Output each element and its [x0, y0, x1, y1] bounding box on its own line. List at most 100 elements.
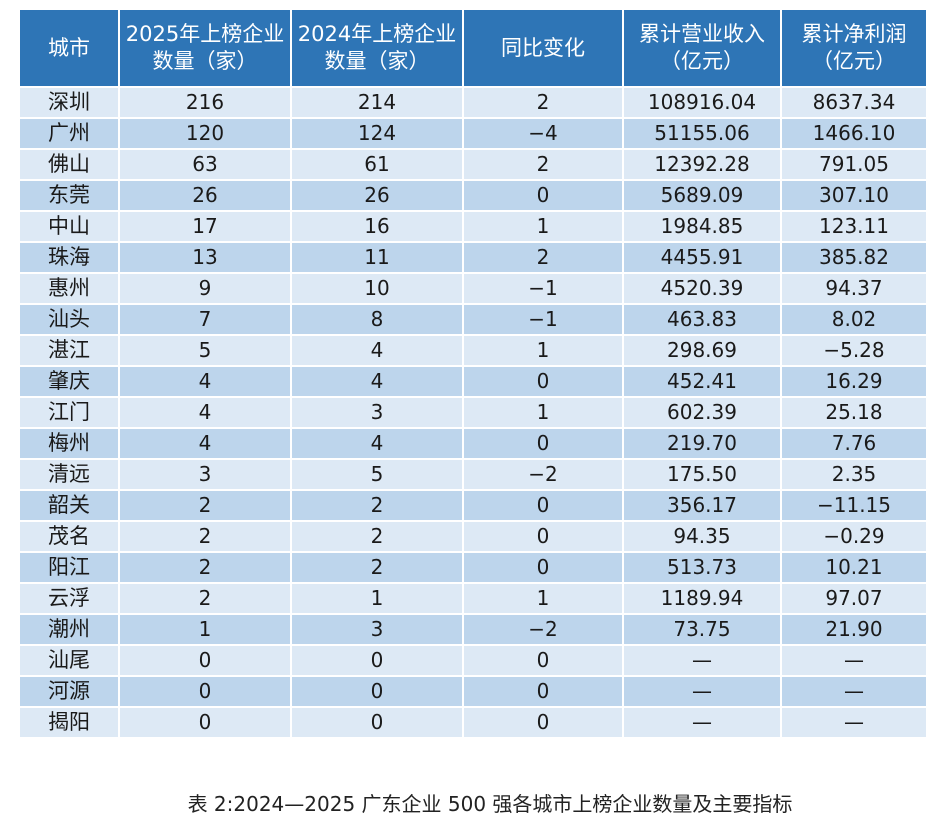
cell-net-profit: 1466.10	[780, 117, 928, 150]
cell-count-2025: 2	[118, 551, 292, 584]
cell-revenue: 602.39	[622, 396, 782, 429]
cell-city: 中山	[18, 210, 120, 243]
cell-yoy-change: −2	[462, 458, 624, 491]
cell-count-2024: 8	[290, 303, 464, 336]
cell-city: 云浮	[18, 582, 120, 615]
cell-net-profit: −5.28	[780, 334, 928, 367]
cell-yoy-change: −1	[462, 303, 624, 336]
cell-count-2025: 0	[118, 706, 292, 739]
cell-count-2024: 2	[290, 520, 464, 553]
table-row: 梅州 4 4 0 219.70 7.76	[18, 427, 928, 460]
cell-count-2025: 1	[118, 613, 292, 646]
cell-yoy-change: 0	[462, 644, 624, 677]
table-row: 揭阳 0 0 0— —	[18, 706, 928, 739]
cell-net-profit: —	[780, 706, 928, 739]
cell-city: 珠海	[18, 241, 120, 274]
cell-net-profit: 8.02	[780, 303, 928, 336]
cell-count-2025: 2	[118, 520, 292, 553]
cell-net-profit: 97.07	[780, 582, 928, 615]
cell-yoy-change: 0	[462, 365, 624, 398]
cell-city: 河源	[18, 675, 120, 708]
cell-count-2025: 120	[118, 117, 292, 150]
cell-count-2024: 3	[290, 396, 464, 429]
header-city: 城市	[18, 10, 120, 88]
cell-count-2025: 7	[118, 303, 292, 336]
cell-yoy-change: 0	[462, 427, 624, 460]
cell-net-profit: 21.90	[780, 613, 928, 646]
cell-net-profit: 123.11	[780, 210, 928, 243]
table-row: 汕尾 0 0 0— —	[18, 644, 928, 677]
cell-yoy-change: 2	[462, 241, 624, 274]
cell-net-profit: —	[780, 675, 928, 708]
table-row: 阳江 2 2 0 513.73 10.21	[18, 551, 928, 584]
cell-count-2024: 5	[290, 458, 464, 491]
table-row: 韶关 2 2 0 356.17 −11.15	[18, 489, 928, 522]
cell-revenue: 51155.06	[622, 117, 782, 150]
cell-count-2025: 0	[118, 675, 292, 708]
cell-net-profit: 16.29	[780, 365, 928, 398]
cell-revenue: 356.17	[622, 489, 782, 522]
table-row: 广州 120 124 −4 51155.06 1466.10	[18, 117, 928, 150]
cell-count-2024: 4	[290, 427, 464, 460]
table-row: 佛山 63 61 2 12392.28 791.05	[18, 148, 928, 181]
cell-net-profit: −11.15	[780, 489, 928, 522]
cell-city: 东莞	[18, 179, 120, 212]
cell-revenue: —	[622, 706, 782, 739]
table-body: 深圳 216 214 2 108916.04 8637.34 广州 120 124 −4 51155…	[18, 86, 928, 739]
cell-count-2024: 26	[290, 179, 464, 212]
table-row: 潮州 1 3 −2 73.75 21.90	[18, 613, 928, 646]
cell-count-2024: 16	[290, 210, 464, 243]
cell-net-profit: 25.18	[780, 396, 928, 429]
cell-net-profit: −0.29	[780, 520, 928, 553]
cell-yoy-change: 1	[462, 210, 624, 243]
cell-revenue: 452.41	[622, 365, 782, 398]
cell-count-2024: 4	[290, 365, 464, 398]
cell-yoy-change: 2	[462, 148, 624, 181]
cell-city: 韶关	[18, 489, 120, 522]
table-header: 城市 2025年上榜企业数量（家） 2024年上榜企业数量（家） 同比变化 累计…	[18, 10, 928, 88]
cell-revenue: 1984.85	[622, 210, 782, 243]
cell-yoy-change: 0	[462, 520, 624, 553]
cell-count-2025: 4	[118, 365, 292, 398]
cell-count-2024: 1	[290, 582, 464, 615]
table-row: 云浮 2 1 1 1189.94 97.07	[18, 582, 928, 615]
cell-count-2024: 2	[290, 551, 464, 584]
cell-net-profit: 7.76	[780, 427, 928, 460]
cell-city: 惠州	[18, 272, 120, 305]
cell-yoy-change: 1	[462, 582, 624, 615]
cell-revenue: 4455.91	[622, 241, 782, 274]
cell-revenue: 463.83	[622, 303, 782, 336]
cell-city: 阳江	[18, 551, 120, 584]
cell-net-profit: 8637.34	[780, 86, 928, 119]
cell-count-2025: 216	[118, 86, 292, 119]
table-row: 珠海 13 11 2 4455.91 385.82	[18, 241, 928, 274]
cell-revenue: 94.35	[622, 520, 782, 553]
table-row: 湛江 5 4 1 298.69 −5.28	[18, 334, 928, 367]
cell-count-2024: 11	[290, 241, 464, 274]
cell-yoy-change: 1	[462, 396, 624, 429]
table-caption: 表 2:2024—2025 广东企业 500 强各城市上榜企业数量及主要指标	[187, 792, 793, 816]
cell-revenue: 1189.94	[622, 582, 782, 615]
cell-count-2024: 214	[290, 86, 464, 119]
cell-count-2024: 0	[290, 675, 464, 708]
cell-revenue: 513.73	[622, 551, 782, 584]
cell-revenue: —	[622, 675, 782, 708]
cell-count-2024: 4	[290, 334, 464, 367]
cell-yoy-change: −1	[462, 272, 624, 305]
table-row: 惠州 9 10 −1 4520.39 94.37	[18, 272, 928, 305]
cell-count-2024: 61	[290, 148, 464, 181]
header-2025-count: 2025年上榜企业数量（家）	[118, 10, 292, 88]
table-row: 肇庆 4 4 0 452.41 16.29	[18, 365, 928, 398]
cell-city: 汕尾	[18, 644, 120, 677]
header-yoy-change: 同比变化	[462, 10, 624, 88]
cell-revenue: 12392.28	[622, 148, 782, 181]
cell-city: 湛江	[18, 334, 120, 367]
cell-city: 揭阳	[18, 706, 120, 739]
cell-city: 佛山	[18, 148, 120, 181]
cell-count-2025: 63	[118, 148, 292, 181]
table-row: 东莞 26 26 0 5689.09 307.10	[18, 179, 928, 212]
cell-revenue: 73.75	[622, 613, 782, 646]
cell-city: 茂名	[18, 520, 120, 553]
table-row: 茂名 2 2 0 94.35 −0.29	[18, 520, 928, 553]
cell-yoy-change: −4	[462, 117, 624, 150]
